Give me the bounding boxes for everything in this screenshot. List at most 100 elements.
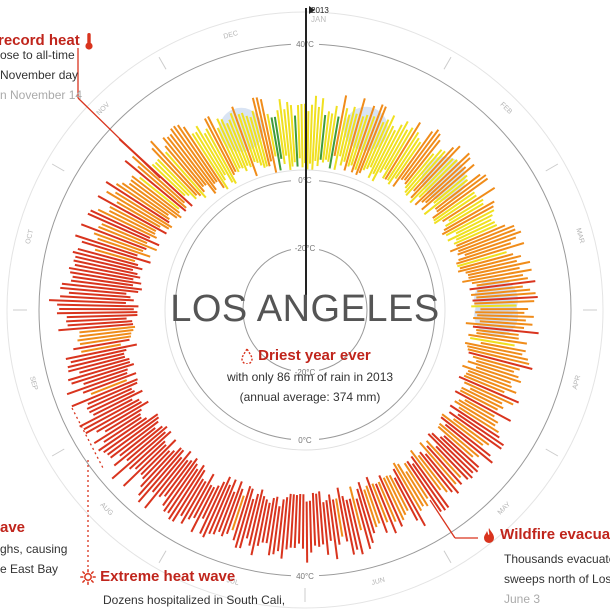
daily-bar [107,416,160,456]
month-tick [51,448,65,457]
daily-bar [251,110,269,167]
daily-bar [365,485,381,524]
month-label-jun: JUN [371,577,386,587]
daily-bar [350,114,369,166]
daily-bar [83,398,140,431]
daily-bar [433,191,476,222]
daily-bar [384,122,422,180]
daily-bar [475,311,525,314]
extreme-heat-title-text: Extreme heat wave [100,568,236,585]
daily-bar [119,427,156,457]
daily-bar [111,431,166,480]
daily-bar [345,499,359,550]
daily-bar [457,230,522,256]
daily-bar [182,126,225,189]
daily-bar [392,130,434,188]
daily-bar [343,98,366,171]
daily-bar [463,374,505,394]
month-tick [545,448,559,457]
wildfire-line2: sweeps north of Los A [504,572,610,586]
daily-bar [240,112,259,164]
daily-bar [419,441,457,485]
daily-bar [231,106,258,177]
daily-bar [327,105,338,162]
daily-bar [468,351,533,370]
daily-bar [109,205,157,233]
daily-bar [229,112,252,168]
daily-bar [126,425,168,462]
daily-bar [151,163,186,197]
daily-bar [98,225,158,252]
daily-bar [267,496,279,556]
daily-bar [431,432,474,474]
daily-bar [421,157,471,204]
daily-bar [56,311,138,315]
daily-bar [72,275,134,287]
daily-bar [459,389,499,411]
daily-bar [311,492,317,546]
daily-bar [86,387,133,410]
daily-bar [311,95,318,170]
daily-bar [424,453,460,494]
daily-bar [293,494,299,548]
daily-bar [190,486,216,533]
daily-bar [166,136,207,186]
month-tick [158,56,167,70]
daily-bar [203,132,234,183]
daily-bar [423,179,469,216]
wildfire-title-text: Wildfire evacuat [500,526,610,543]
month-label-jul: JUL [226,577,240,587]
daily-bar [228,119,249,167]
daily-bar [471,288,531,296]
daily-bar [191,133,229,190]
ring-label-bg [291,435,319,445]
daily-bar [452,418,490,446]
daily-bar [238,498,255,549]
daily-bar [61,282,139,293]
daily-bar [388,474,409,512]
daily-bar [49,299,126,305]
daily-bar [378,475,404,527]
daily-bar [362,121,385,171]
daily-bar [462,364,512,384]
daily-bar [285,493,292,550]
daily-bar [171,469,206,522]
daily-bar [453,224,498,245]
daily-bar [66,314,138,319]
daily-bar [137,449,185,503]
daily-bar [296,105,301,159]
raindrop-dashed-icon [241,348,253,365]
daily-bar [411,463,447,511]
daily-bar [77,332,132,342]
wildfire-title: Wildfire evacuat [482,526,610,544]
daily-bar [412,146,455,192]
daily-bar [162,457,198,507]
daily-bar [339,106,356,166]
month-tick [443,550,452,564]
daily-bar [154,161,190,197]
daily-bar [367,125,395,179]
month-label-sep: SEP [28,376,38,392]
daily-bar [327,494,339,560]
daily-bar [300,103,304,168]
daily-bar [394,141,422,180]
daily-bar [81,240,151,264]
daily-bar [220,118,244,169]
daily-bar [403,462,429,500]
daily-bar [97,237,151,258]
daily-bar [333,108,349,171]
daily-bar [96,400,149,433]
daily-bar [164,145,206,193]
daily-bar [449,224,515,253]
record-heat-line1: ose to all-time [0,48,75,62]
daily-bar [477,314,534,318]
daily-bar [234,488,254,548]
daily-bar [427,433,473,479]
daily-bar [406,460,442,513]
daily-bar [137,165,187,209]
daily-bar [138,447,182,496]
daily-bar [467,348,530,366]
daily-bar [256,499,268,547]
heat-wave-left-line2: e East Bay [0,562,59,576]
daily-bar [92,389,143,416]
